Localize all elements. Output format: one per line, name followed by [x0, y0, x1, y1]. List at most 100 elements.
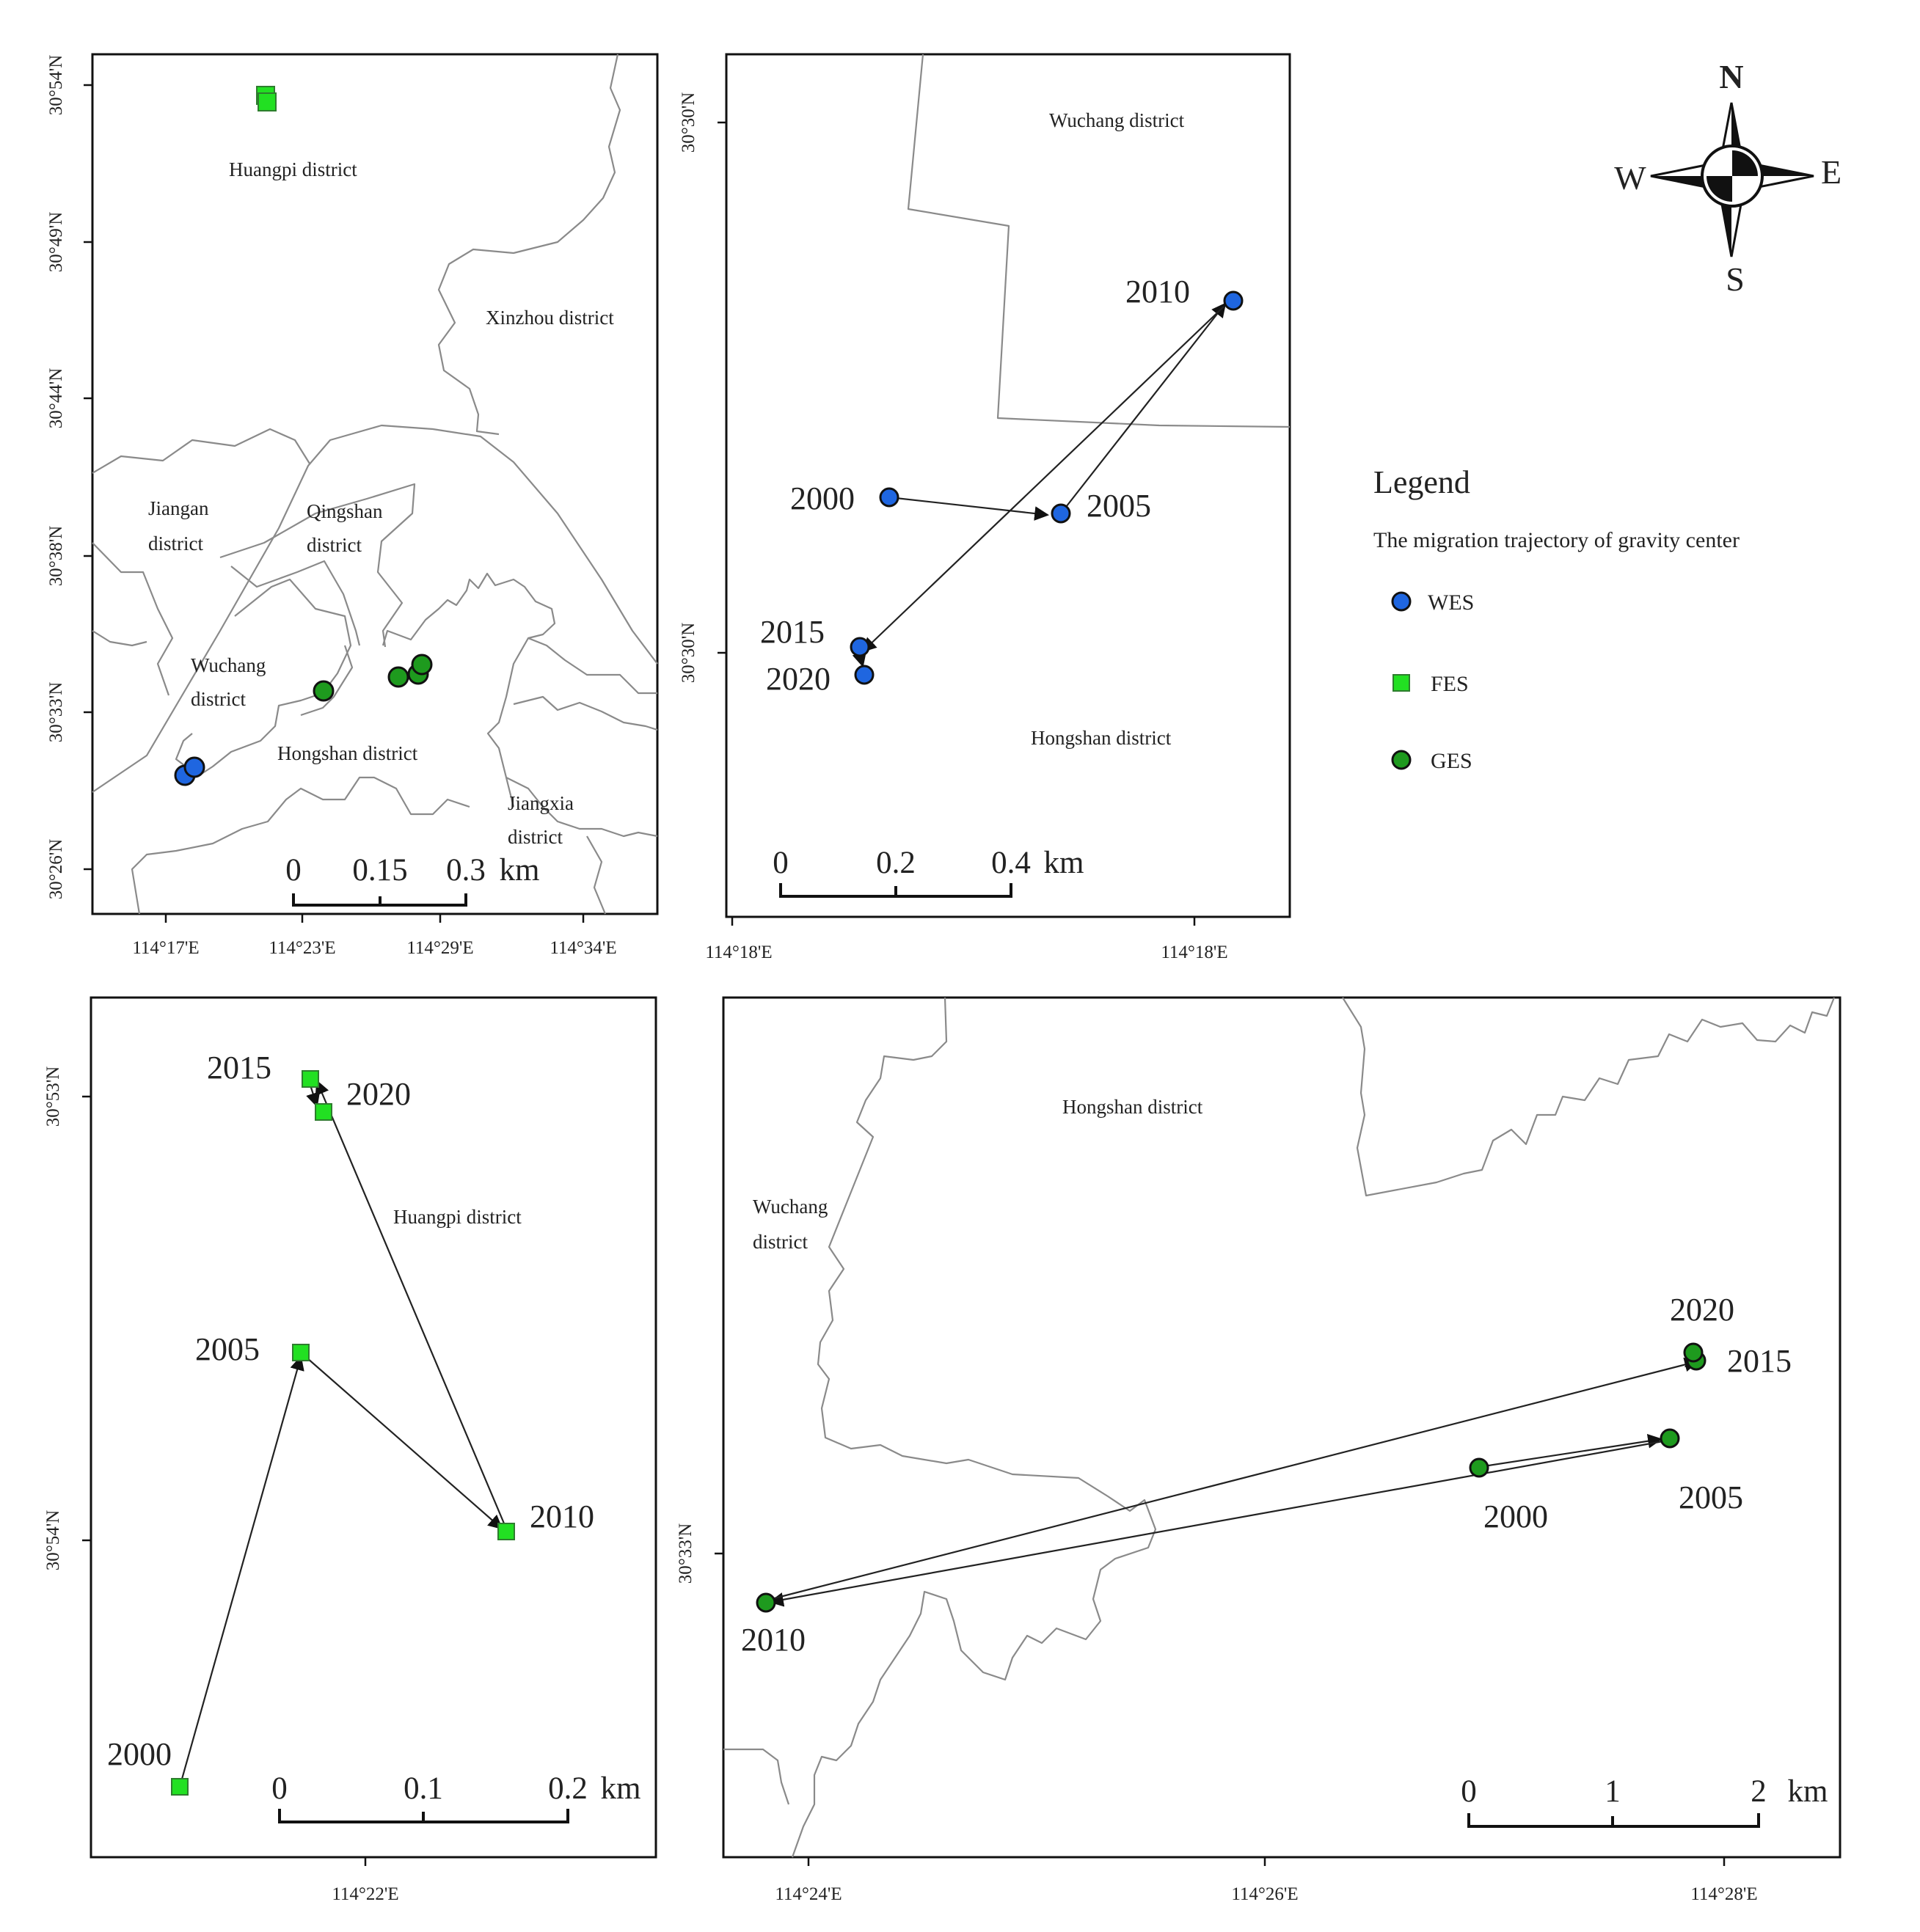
wes-year-labels: 2000 2005 2010 2015 2020 — [760, 274, 1190, 697]
district-label: Wuchang — [191, 654, 266, 676]
lat-label: 30°33'N — [46, 682, 66, 743]
fes-trajectory — [178, 1077, 508, 1788]
compass-s: S — [1726, 260, 1745, 298]
district-label: Jiangxia — [508, 792, 574, 814]
legend-subtitle: The migration trajectory of gravity cent… — [1373, 528, 1740, 552]
scale-label: 0 — [271, 1771, 288, 1806]
ges-boundaries — [723, 997, 1836, 1858]
district-label: Hongshan district — [1031, 727, 1172, 749]
year-label: 2000 — [790, 480, 855, 516]
legend-title: Legend — [1373, 464, 1470, 500]
fes-scale-bar: 0 0.1 0.2 km — [271, 1771, 640, 1823]
ges-district-labels: Hongshan district Wuchang district — [753, 1096, 1203, 1253]
fes-point-2000 — [171, 1778, 189, 1796]
ges-lon-axis: 114°24'E 114°26'E 114°28'E — [775, 1857, 1758, 1904]
wes-point-2005 — [1051, 503, 1071, 524]
ges-marker-overview — [387, 666, 409, 688]
year-label: 2005 — [1087, 488, 1151, 524]
year-label: 2005 — [1679, 1479, 1743, 1515]
overview-panel: Huangpi district Xinzhou district Jianga… — [46, 53, 659, 958]
scale-label: km — [500, 853, 540, 888]
fes-point-2015 — [302, 1070, 319, 1088]
district-label: district — [508, 826, 563, 848]
scale-label: 0 — [773, 846, 789, 880]
scale-label: 0.1 — [404, 1771, 443, 1806]
scale-label: 0.2 — [548, 1771, 588, 1806]
ges-scale-bar: 0 1 2 km — [1461, 1774, 1828, 1828]
compass-e: E — [1821, 153, 1841, 191]
legend-label: FES — [1431, 672, 1469, 696]
scale-label: 0.4 — [991, 846, 1031, 880]
year-label: 2020 — [346, 1076, 411, 1112]
wes-boundaries — [907, 54, 1291, 428]
overview-points — [174, 86, 433, 786]
ges-lat-axis: 30°33'N — [676, 1523, 723, 1584]
scale-label: 1 — [1605, 1774, 1621, 1809]
wes-lon-axis: 114°18'E 114°18'E — [705, 917, 1228, 962]
wes-point-2015 — [850, 637, 870, 657]
year-label: 2010 — [530, 1499, 594, 1534]
district-label: Jiangan — [148, 497, 209, 519]
year-label: 2000 — [107, 1736, 172, 1772]
district-label: Wuchang district — [1049, 109, 1185, 131]
district-label: Wuchang — [753, 1196, 828, 1218]
ges-point-2000 — [1469, 1457, 1489, 1478]
ges-point-2020 — [1683, 1342, 1704, 1363]
district-label: Xinzhou district — [486, 307, 614, 329]
year-label: 2015 — [1727, 1343, 1792, 1379]
lon-label: 114°17'E — [132, 938, 199, 958]
ges-panel: Hongshan district Wuchang district 2020 … — [676, 996, 1841, 1904]
scale-label: km — [1044, 846, 1084, 880]
lon-label: 114°22'E — [332, 1884, 398, 1904]
overview-boundaries — [92, 54, 658, 915]
scale-label: km — [1788, 1774, 1828, 1809]
fes-point-2005 — [292, 1344, 310, 1361]
lon-label: 114°23'E — [269, 938, 335, 958]
legend-wes-swatch — [1391, 591, 1412, 612]
ges-marker-overview — [313, 680, 335, 702]
district-label: district — [307, 534, 362, 556]
lon-label: 114°28'E — [1690, 1884, 1757, 1904]
year-label: 2015 — [760, 614, 825, 650]
fes-points — [171, 1070, 515, 1796]
wes-lat-axis: 30°30'N 30°30'N — [679, 92, 726, 683]
lat-label: 30°26'N — [46, 839, 66, 900]
lon-label: 114°18'E — [705, 943, 772, 962]
year-label: 2020 — [766, 661, 831, 697]
year-label: 2015 — [207, 1050, 271, 1086]
lon-label: 114°29'E — [406, 938, 473, 958]
lat-label: 30°44'N — [46, 368, 66, 429]
lat-label: 30°54'N — [46, 55, 66, 116]
compass-w: W — [1614, 159, 1646, 197]
scale-label: 0.15 — [352, 853, 407, 888]
year-label: 2000 — [1483, 1499, 1548, 1534]
wes-point-2020 — [854, 665, 875, 685]
overview-scale-bar: 0 0.15 0.3 km — [285, 853, 540, 907]
ges-points — [756, 1342, 1707, 1613]
ges-point-2010 — [756, 1592, 776, 1613]
district-label: district — [148, 533, 203, 555]
district-label: Qingshan — [307, 500, 383, 522]
district-label: Huangpi district — [229, 158, 357, 180]
year-label: 2010 — [741, 1622, 806, 1658]
overview-district-labels: Huangpi district Xinzhou district Jianga… — [148, 158, 614, 848]
scale-label: 0.2 — [876, 846, 916, 880]
lat-label: 30°30'N — [679, 92, 698, 153]
scale-label: 0.3 — [446, 853, 486, 888]
fes-district-labels: Huangpi district — [393, 1206, 522, 1228]
lat-label: 30°53'N — [43, 1066, 63, 1127]
ges-marker-overview — [411, 654, 433, 676]
compass-rose: N S W E — [1614, 58, 1841, 298]
wes-scale-bar: 0 0.2 0.4 km — [773, 846, 1084, 898]
fes-marker-overview — [258, 92, 277, 111]
district-label: Hongshan district — [1062, 1096, 1203, 1118]
compass-n: N — [1719, 58, 1743, 95]
year-label: 2010 — [1125, 274, 1190, 310]
wes-point-2010 — [1223, 290, 1244, 311]
lat-label: 30°54'N — [43, 1510, 63, 1571]
wes-points — [850, 290, 1244, 685]
legend-label: WES — [1428, 590, 1474, 615]
scale-label: 0 — [1461, 1774, 1477, 1809]
year-label: 2020 — [1670, 1292, 1734, 1328]
